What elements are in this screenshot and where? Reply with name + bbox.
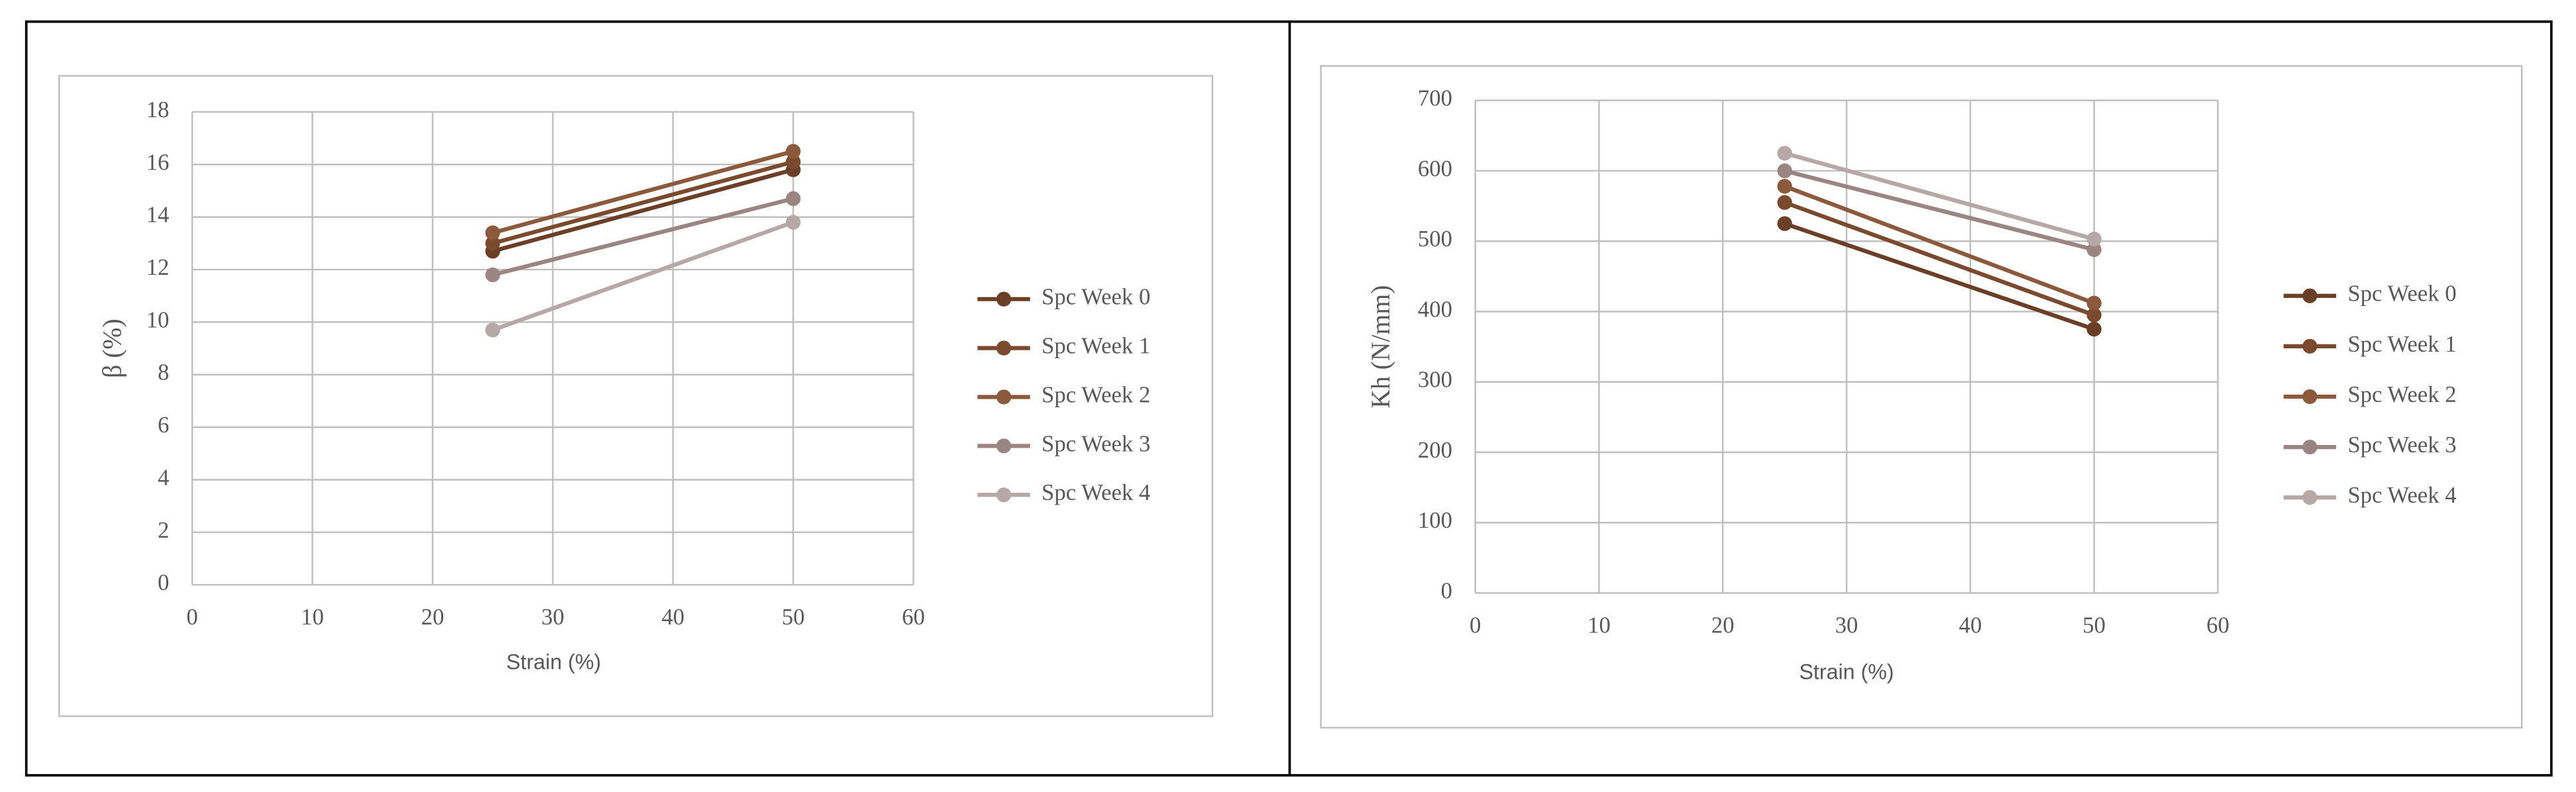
data-point [2086, 295, 2102, 311]
data-point [1777, 195, 1792, 210]
data-point [485, 267, 500, 283]
x-tick-label: 30 [541, 604, 564, 630]
x-tick-label: 50 [2082, 613, 2106, 638]
legend-label: Spc Week 0 [2347, 281, 2456, 307]
x-tick-label: 40 [661, 604, 684, 630]
y-tick-label: 2 [158, 517, 169, 543]
y-tick-label: 400 [1418, 296, 1452, 322]
x-tick-label: 60 [902, 604, 925, 630]
chart-frame [58, 75, 1214, 717]
series-line [492, 160, 794, 246]
data-point [2086, 307, 2102, 322]
y-tick-label: 12 [146, 254, 170, 280]
series-line [1784, 168, 2095, 252]
data-point [1777, 179, 1792, 194]
data-point [1777, 163, 1792, 179]
legend-marker [2302, 288, 2318, 303]
x-tick-label: 0 [186, 604, 197, 630]
legend-marker [996, 438, 1012, 454]
data-point [786, 215, 801, 230]
series-line [492, 149, 794, 235]
x-tick-label: 0 [1470, 613, 1481, 638]
x-tick-label: 10 [1587, 613, 1611, 638]
chart-frame [1320, 65, 2523, 729]
legend-marker [2302, 439, 2318, 455]
legend-label: Spc Week 3 [2347, 432, 2456, 458]
y-tick-label: 0 [1441, 578, 1452, 604]
x-tick-label: 30 [1835, 613, 1858, 638]
series-line [492, 196, 794, 277]
data-point [2086, 242, 2102, 258]
y-tick-label: 4 [158, 464, 169, 490]
legend-label: Spc Week 3 [1042, 430, 1150, 456]
data-point [485, 236, 500, 251]
data-point [2086, 321, 2102, 337]
y-axis-title: β (%) [98, 319, 127, 378]
series-line [492, 220, 794, 332]
series-line [1784, 184, 2095, 305]
y-tick-label: 6 [158, 412, 169, 438]
y-tick-label: 10 [146, 307, 170, 332]
legend-label: Spc Week 1 [1042, 333, 1150, 359]
series-line [1784, 200, 2095, 317]
y-tick-label: 600 [1418, 156, 1452, 181]
legend-label: Spc Week 4 [2347, 482, 2456, 508]
y-tick-label: 18 [146, 97, 170, 123]
x-tick-label: 20 [421, 604, 445, 630]
x-tick-label: 50 [782, 604, 805, 630]
legend-label: Spc Week 2 [2347, 381, 2456, 407]
legend-marker [996, 291, 1012, 307]
data-point [2086, 231, 2102, 247]
data-point [786, 144, 801, 159]
y-axis-title: Kh (N/mm) [1366, 285, 1395, 409]
legend-marker [2302, 389, 2318, 405]
data-point [786, 154, 801, 170]
legend-label: Spc Week 4 [1042, 479, 1150, 505]
series-line [1784, 151, 2095, 242]
y-tick-label: 8 [158, 360, 169, 385]
legend-marker [2302, 490, 2318, 505]
data-point [1777, 146, 1792, 161]
legend-marker [996, 340, 1012, 356]
legend-marker [2302, 338, 2318, 354]
legend-marker [996, 487, 1012, 503]
x-axis-title: Strain (%) [1799, 660, 1894, 684]
y-tick-label: 200 [1418, 437, 1452, 463]
x-axis-title: Strain (%) [506, 650, 601, 674]
y-tick-label: 14 [146, 202, 170, 228]
legend-marker [996, 389, 1012, 405]
data-point [485, 225, 500, 240]
y-tick-label: 500 [1418, 226, 1452, 252]
x-tick-label: 20 [1711, 613, 1735, 638]
x-tick-label: 40 [1959, 613, 1982, 638]
y-tick-label: 700 [1418, 85, 1452, 111]
legend-label: Spc Week 1 [2347, 331, 2456, 357]
x-tick-label: 10 [301, 604, 324, 630]
x-tick-label: 60 [2206, 613, 2229, 638]
legend-label: Spc Week 2 [1042, 381, 1150, 407]
y-tick-label: 300 [1418, 367, 1452, 393]
data-point [1777, 216, 1792, 231]
data-point [485, 322, 500, 338]
series-line [1784, 221, 2095, 331]
legend-label: Spc Week 0 [1042, 284, 1150, 310]
y-tick-label: 0 [158, 569, 169, 595]
series-line [492, 168, 794, 254]
data-point [786, 191, 801, 207]
y-tick-label: 100 [1418, 507, 1452, 533]
y-tick-label: 16 [146, 149, 170, 175]
